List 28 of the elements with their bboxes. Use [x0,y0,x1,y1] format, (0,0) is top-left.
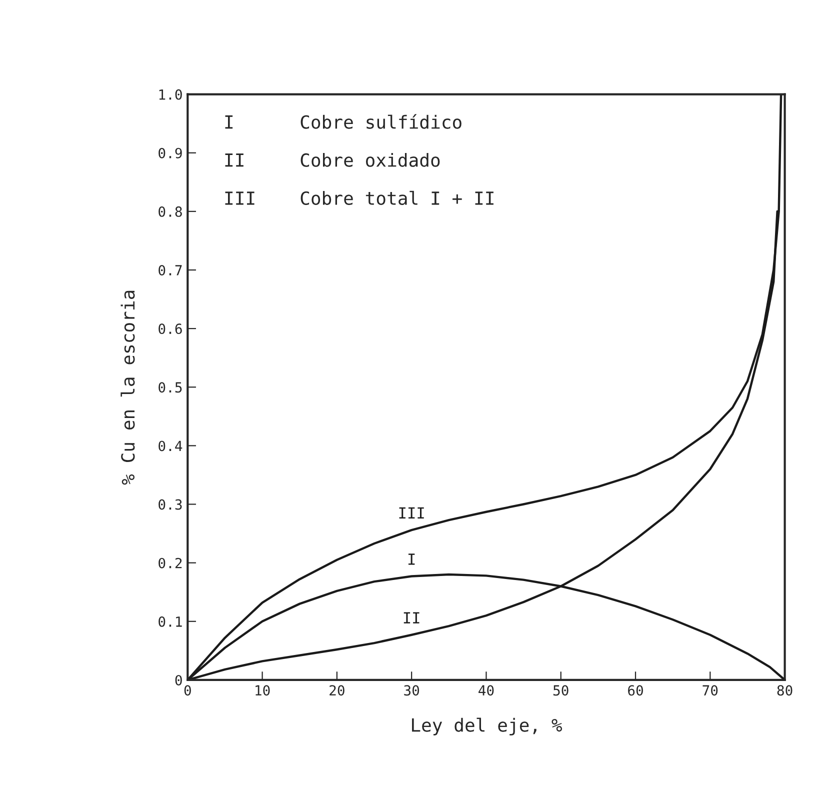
x-tick-label: 0 [184,685,191,696]
series-label: II [404,612,420,624]
x-tick-label: 10 [256,685,270,696]
y-tick-label: 0.3 [158,499,182,510]
annotation: III Cobre total I + II [225,190,494,205]
y-tick-label: 0.1 [158,616,182,627]
y-tick-label: 0.2 [158,558,182,568]
x-tick-label: 80 [777,685,792,696]
y-tick-label: 0.4 [158,440,182,452]
y-axis-title: % Cu en la escoria [120,290,135,485]
annotation: I Cobre sulfídico [225,114,462,129]
y-tick-label: 0.8 [158,206,182,217]
series-label: I [408,554,415,565]
x-tick-label: 20 [330,685,344,696]
y-tick-label: 1.0 [159,89,182,100]
annotation: II Cobre oxidado [225,152,440,167]
y-tick-label: 0 [175,674,182,686]
series-label: III [399,507,424,519]
x-tick-label: 50 [553,685,568,696]
y-tick-label: 0.7 [158,264,182,276]
x-tick-label: 70 [702,685,718,696]
x-tick-label: 30 [404,685,420,696]
x-tick-label: 60 [628,685,643,696]
x-axis-title: Ley del eje, % [412,718,562,736]
x-tick-label: 40 [478,685,494,696]
y-tick-label: 0.6 [158,324,182,334]
y-tick-label: 0.5 [158,382,182,393]
y-tick-label: 0.9 [158,148,182,158]
